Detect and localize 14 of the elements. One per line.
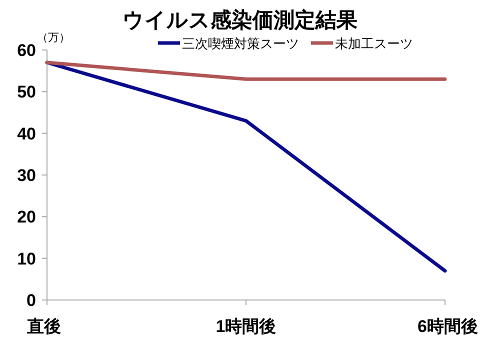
y-tick-label: 0 (26, 291, 36, 310)
y-tick-label: 30 (17, 166, 36, 185)
y-axis-title: （万） (37, 32, 70, 44)
x-tick-label: 1時間後 (216, 317, 276, 336)
y-tick-label: 40 (17, 124, 36, 144)
legend-label: 三次喫煙対策スーツ (182, 36, 299, 51)
y-tick-label: 20 (17, 208, 36, 227)
y-tick-label: 60 (17, 41, 36, 60)
x-tick-label: 直後 (26, 317, 61, 336)
y-tick-label: 50 (17, 82, 36, 102)
y-tick-label: 10 (17, 249, 36, 268)
chart-title: ウイルス感染価測定結果 (122, 8, 358, 32)
legend-label: 未加工スーツ (335, 36, 413, 51)
x-tick-label: 6時間後 (418, 317, 478, 336)
